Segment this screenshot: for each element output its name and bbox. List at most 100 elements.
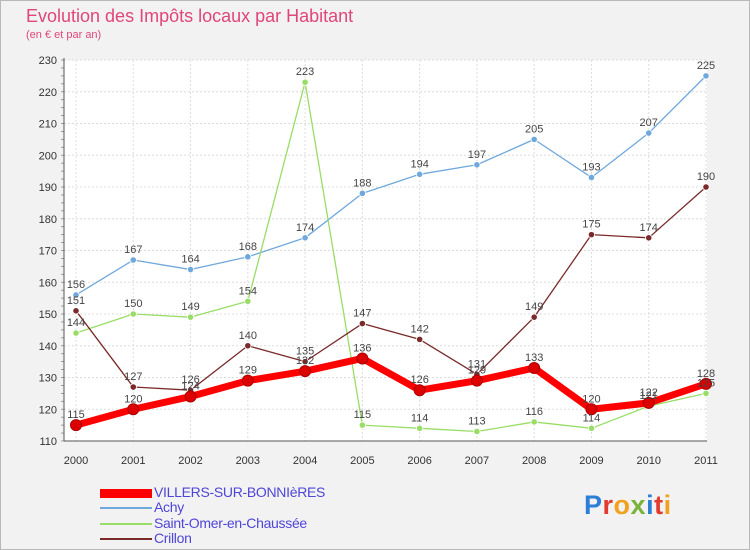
data-point	[358, 189, 366, 197]
data-point	[530, 418, 538, 426]
data-label: 168	[239, 241, 257, 253]
data-label: 140	[239, 330, 257, 342]
series-line-1	[75, 75, 707, 296]
legend-label-crillon: Crillon	[154, 530, 192, 546]
series-layer	[70, 72, 712, 436]
data-label: 207	[640, 117, 658, 129]
x-tick-label: 2004	[293, 455, 317, 467]
data-label: 120	[124, 393, 142, 405]
data-label: 133	[525, 352, 543, 364]
data-label: 225	[697, 60, 715, 72]
data-label: 205	[525, 123, 543, 135]
data-label: 223	[296, 66, 314, 78]
x-tick-label: 2009	[579, 455, 603, 467]
chart-subtitle: (en € et par an)	[26, 29, 102, 41]
y-tick-label: 120	[39, 404, 57, 416]
data-label: 125	[697, 377, 715, 389]
data-point	[244, 253, 252, 261]
data-label: 175	[582, 219, 600, 231]
legend-label-achy: Achy	[154, 499, 184, 515]
logo-letter: t	[654, 490, 664, 520]
x-tick-label: 2001	[121, 455, 145, 467]
data-point	[702, 72, 710, 80]
data-label: 129	[468, 365, 486, 377]
data-point	[358, 319, 366, 328]
data-point	[587, 424, 596, 432]
data-point	[301, 78, 309, 86]
data-label: 135	[296, 346, 314, 358]
data-label: 124	[181, 381, 199, 393]
data-point	[587, 173, 596, 182]
x-tick-label: 2005	[350, 455, 374, 467]
x-tick-label: 2007	[465, 455, 489, 467]
data-point	[244, 342, 252, 350]
x-tick-label: 2002	[178, 455, 202, 467]
logo-letter: i	[646, 490, 655, 520]
data-label: 156	[67, 279, 85, 291]
data-label: 129	[239, 365, 257, 377]
data-label: 151	[67, 295, 85, 307]
data-point	[700, 377, 712, 390]
data-label: 174	[296, 222, 314, 234]
legend-label-villers: VILLERS-SUR-BONNIèRES	[154, 484, 326, 500]
y-tick-label: 160	[39, 277, 57, 289]
data-point	[244, 297, 252, 305]
data-point	[416, 424, 424, 432]
legend-swatch-saint-omer	[100, 523, 152, 525]
data-label: 128	[697, 368, 715, 380]
data-point	[645, 129, 653, 137]
legend-swatch-villers	[100, 489, 152, 498]
data-point	[301, 358, 309, 366]
data-label: 115	[67, 409, 85, 421]
data-label: 167	[124, 244, 142, 256]
data-label: 126	[410, 374, 428, 386]
y-tick-label: 230	[39, 55, 57, 67]
axis-layer: 110 120 130 140 150 160 170 180 190 200 210 220 230 2…	[39, 55, 718, 467]
data-point	[186, 313, 195, 321]
data-point	[358, 421, 366, 429]
y-tick-label: 210	[39, 119, 57, 131]
logo-letter: x	[630, 490, 647, 520]
data-point	[702, 183, 710, 191]
data-label: 174	[640, 222, 658, 234]
chart-title: Evolution des Impôts locaux par Habitant	[26, 6, 354, 26]
y-tick-label: 180	[39, 214, 57, 226]
data-label: 188	[353, 177, 371, 189]
data-point	[129, 256, 137, 264]
data-label: 149	[181, 301, 199, 313]
data-point	[470, 374, 483, 387]
y-tick-label: 140	[39, 341, 57, 353]
proxiti-logo: Proxiti	[584, 490, 672, 521]
y-tick-label: 170	[39, 246, 57, 258]
data-point	[299, 365, 312, 378]
data-label: 142	[410, 323, 428, 335]
logo-letter: i	[663, 490, 672, 520]
data-label: 114	[583, 412, 601, 424]
data-label: 149	[525, 301, 543, 313]
legend-swatch-achy	[100, 507, 152, 509]
data-label: 193	[582, 161, 600, 173]
x-tick-label: 2000	[64, 455, 88, 467]
y-tick-label: 220	[39, 87, 57, 99]
grid-layer	[64, 59, 707, 442]
data-point	[241, 374, 254, 387]
data-label: 144	[67, 317, 85, 329]
data-label: 164	[181, 254, 199, 266]
data-point	[301, 234, 309, 242]
x-tick-label: 2008	[522, 455, 546, 467]
series-line-3	[75, 186, 707, 391]
data-label: 147	[353, 308, 371, 320]
data-point	[642, 396, 655, 409]
data-point	[585, 403, 598, 416]
y-tick-label: 190	[39, 182, 57, 194]
data-point	[530, 135, 538, 143]
series-line-2	[75, 81, 707, 433]
data-label: 127	[124, 371, 142, 383]
data-point	[528, 361, 541, 374]
data-label: 126	[181, 374, 199, 386]
data-point	[184, 390, 197, 403]
data-label: 121	[640, 390, 658, 402]
data-point	[127, 403, 140, 416]
data-point	[587, 231, 596, 239]
label-layer: 115 120 124 129 132 136 126 129 133 120 122 128 156 1…	[67, 60, 715, 428]
